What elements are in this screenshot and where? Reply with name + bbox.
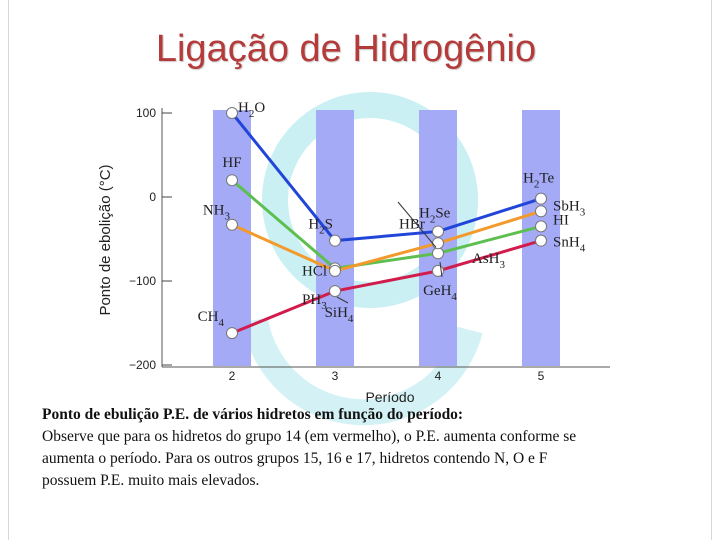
data-point — [535, 205, 547, 218]
x-axis-label: Período — [365, 389, 414, 405]
compound-label: CH4 — [198, 309, 225, 329]
watermark-logo — [242, 92, 483, 426]
y-tick-label: −100 — [129, 274, 156, 288]
y-axis-label: Ponto de ebolição (°C) — [97, 164, 114, 315]
slide-frame — [8, 0, 712, 540]
compound-label: HF — [222, 155, 241, 171]
y-tick-label: 100 — [136, 106, 156, 120]
series-line-3 — [231, 239, 542, 335]
x-tick-label: 3 — [332, 369, 339, 383]
compound-label: HI — [553, 212, 569, 228]
label-leader-line — [336, 296, 349, 304]
compound-label: SbH3 — [553, 198, 586, 218]
compound-label: H2O — [238, 100, 265, 120]
compound-label: AsH3 — [472, 251, 506, 271]
data-point — [226, 107, 238, 119]
label-leader-line — [439, 261, 443, 277]
x-tick-label: 4 — [435, 369, 442, 383]
label-leader-line — [397, 201, 437, 248]
data-point — [329, 234, 341, 247]
data-point — [329, 264, 341, 277]
y-tick-label: −200 — [129, 358, 156, 372]
series-line-0 — [230, 112, 542, 243]
data-point — [432, 237, 444, 250]
data-point — [432, 247, 444, 260]
period-column-2 — [213, 110, 251, 366]
compound-label: HCl — [302, 263, 327, 279]
series-line-1 — [231, 179, 542, 270]
compound-label: PH3 — [302, 292, 327, 312]
compound-label: NH3 — [203, 203, 231, 223]
x-tick-label: 2 — [229, 369, 236, 383]
compound-labels: H2O H2S H2Se H2Te HF HCl HBr HI NH3 PH3 AsH3 SbH3 CH… — [198, 100, 586, 329]
data-point — [535, 192, 547, 205]
data-point — [226, 218, 238, 231]
compound-label: H2S — [308, 217, 333, 237]
compound-label: H2Se — [419, 205, 451, 225]
x-tick-label: 5 — [538, 369, 545, 383]
series-line-2 — [231, 209, 542, 273]
page-title: Ligação de Hidrogênio — [155, 28, 537, 70]
data-point — [432, 225, 444, 238]
y-tick-label: 0 — [149, 190, 156, 204]
compound-label: SnH4 — [553, 235, 586, 255]
data-point — [329, 285, 341, 298]
compound-label: GeH4 — [423, 283, 457, 303]
compound-label: SiH4 — [325, 305, 354, 325]
compound-label: HBr — [399, 216, 425, 232]
caption-heading: Ponto de ebulição P.E. de vários hidreto… — [42, 406, 464, 423]
axes: 100 0 −100 −200 2 3 4 5 — [129, 106, 610, 383]
caption: Ponto de ebulição P.E. de vários hidreto… — [42, 404, 602, 492]
caption-body: Observe que para os hidretos do grupo 14… — [42, 428, 577, 489]
data-point — [226, 327, 238, 340]
data-point — [226, 174, 238, 187]
data-point — [535, 234, 547, 247]
data-point — [535, 220, 547, 233]
compound-label: H2Te — [523, 171, 554, 191]
